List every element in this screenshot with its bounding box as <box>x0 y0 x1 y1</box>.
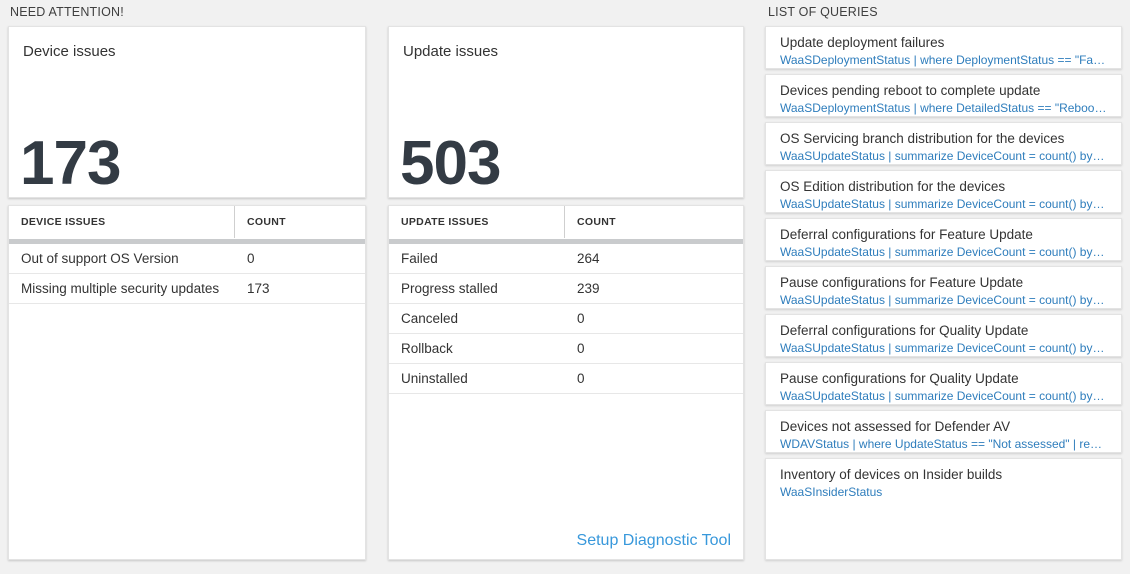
table-row[interactable]: Out of support OS Version 0 <box>9 244 365 274</box>
row-label: Uninstalled <box>401 371 468 386</box>
query-card-devices-pending-reboot[interactable]: Devices pending reboot to complete updat… <box>765 74 1122 117</box>
setup-diagnostic-tool-link[interactable]: Setup Diagnostic Tool <box>576 532 731 549</box>
query-list: Update deployment failures WaaSDeploymen… <box>765 26 1122 560</box>
device-issues-count-header: COUNT <box>247 216 286 228</box>
query-text: WaaSUpdateStatus | summarize DeviceCount… <box>780 197 1107 211</box>
query-title: Deferral configurations for Quality Upda… <box>780 323 1029 338</box>
query-text: WDAVStatus | where UpdateStatus == "Not … <box>780 437 1107 451</box>
query-title: Devices pending reboot to complete updat… <box>780 83 1041 98</box>
row-label: Missing multiple security updates <box>21 281 220 296</box>
query-title: Update deployment failures <box>780 35 945 50</box>
query-text: WaaSUpdateStatus | summarize DeviceCount… <box>780 341 1107 355</box>
update-issues-grid-header: UPDATE ISSUES COUNT <box>389 206 743 238</box>
row-count: 0 <box>247 251 255 266</box>
row-label: Failed <box>401 251 438 266</box>
need-attention-section-label: NEED ATTENTION! <box>10 5 124 19</box>
query-card-update-deployment-failures[interactable]: Update deployment failures WaaSDeploymen… <box>765 26 1122 69</box>
device-issues-name-header: DEVICE ISSUES <box>9 206 235 238</box>
query-title: OS Servicing branch distribution for the… <box>780 131 1065 146</box>
grid-scroll-bar <box>9 239 365 244</box>
row-count: 173 <box>247 281 270 296</box>
device-issues-grid: DEVICE ISSUES COUNT Out of support OS Ve… <box>8 205 366 560</box>
row-count: 264 <box>577 251 600 266</box>
query-title: Inventory of devices on Insider builds <box>780 467 1003 482</box>
query-card-defender-av-not-assessed[interactable]: Devices not assessed for Defender AV WDA… <box>765 410 1122 453</box>
query-card-pause-quality-update[interactable]: Pause configurations for Quality Update … <box>765 362 1122 405</box>
table-row[interactable]: Uninstalled 0 <box>389 364 743 394</box>
query-text: WaaSDeploymentStatus | where DetailedSta… <box>780 101 1107 115</box>
device-issues-tile-title: Device issues <box>23 43 116 60</box>
query-title: OS Edition distribution for the devices <box>780 179 1006 194</box>
row-count: 0 <box>577 341 585 356</box>
query-text: WaaSUpdateStatus | summarize DeviceCount… <box>780 149 1107 163</box>
query-title: Deferral configurations for Feature Upda… <box>780 227 1033 242</box>
query-card-deferral-quality-update[interactable]: Deferral configurations for Quality Upda… <box>765 314 1122 357</box>
query-title: Devices not assessed for Defender AV <box>780 419 1011 434</box>
row-count: 0 <box>577 311 585 326</box>
update-issues-name-header: UPDATE ISSUES <box>389 206 565 238</box>
row-label: Progress stalled <box>401 281 498 296</box>
table-row[interactable]: Canceled 0 <box>389 304 743 334</box>
table-row[interactable]: Failed 264 <box>389 244 743 274</box>
device-issues-tile[interactable]: Device issues 173 <box>8 26 366 198</box>
query-text: WaaSInsiderStatus <box>780 485 883 499</box>
query-text: WaaSUpdateStatus | summarize DeviceCount… <box>780 389 1107 403</box>
row-count: 0 <box>577 371 585 386</box>
query-card-insider-builds-inventory[interactable]: Inventory of devices on Insider builds W… <box>765 458 1122 560</box>
query-text: WaaSUpdateStatus | summarize DeviceCount… <box>780 293 1107 307</box>
device-issues-count: 173 <box>20 128 121 198</box>
row-label: Rollback <box>401 341 453 356</box>
query-text: WaaSUpdateStatus | summarize DeviceCount… <box>780 245 1107 259</box>
query-card-os-servicing-branch[interactable]: OS Servicing branch distribution for the… <box>765 122 1122 165</box>
query-text: WaaSDeploymentStatus | where DeploymentS… <box>780 53 1107 67</box>
query-card-deferral-feature-update[interactable]: Deferral configurations for Feature Upda… <box>765 218 1122 261</box>
update-issues-grid: UPDATE ISSUES COUNT Failed 264 Progress … <box>388 205 744 560</box>
query-title: Pause configurations for Feature Update <box>780 275 1024 290</box>
row-count: 239 <box>577 281 600 296</box>
device-issues-grid-header: DEVICE ISSUES COUNT <box>9 206 365 238</box>
row-label: Canceled <box>401 311 459 326</box>
query-card-os-edition-distribution[interactable]: OS Edition distribution for the devices … <box>765 170 1122 213</box>
grid-scroll-bar <box>389 239 743 244</box>
update-issues-count: 503 <box>400 128 501 198</box>
query-card-pause-feature-update[interactable]: Pause configurations for Feature Update … <box>765 266 1122 309</box>
update-issues-tile[interactable]: Update issues 503 <box>388 26 744 198</box>
update-issues-count-header: COUNT <box>577 216 616 228</box>
list-of-queries-section-label: LIST OF QUERIES <box>768 5 878 19</box>
row-label: Out of support OS Version <box>21 251 179 266</box>
table-row[interactable]: Rollback 0 <box>389 334 743 364</box>
table-row[interactable]: Progress stalled 239 <box>389 274 743 304</box>
table-row[interactable]: Missing multiple security updates 173 <box>9 274 365 304</box>
query-title: Pause configurations for Quality Update <box>780 371 1019 386</box>
update-issues-tile-title: Update issues <box>403 43 499 60</box>
